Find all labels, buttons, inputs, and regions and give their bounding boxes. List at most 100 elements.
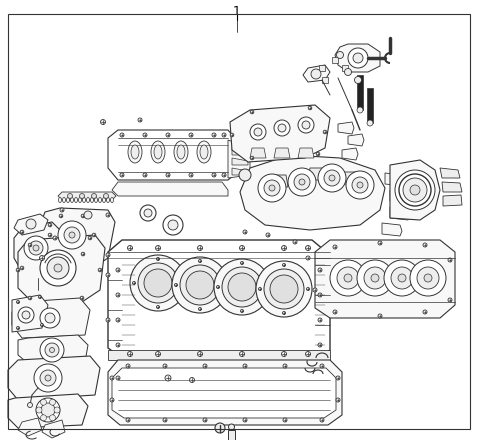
Circle shape xyxy=(264,269,304,309)
Circle shape xyxy=(324,170,340,186)
Circle shape xyxy=(333,245,337,249)
Circle shape xyxy=(49,348,55,352)
Ellipse shape xyxy=(91,198,94,202)
Circle shape xyxy=(54,407,60,413)
Circle shape xyxy=(346,171,374,199)
Circle shape xyxy=(27,403,33,407)
Circle shape xyxy=(250,110,254,114)
Circle shape xyxy=(49,399,56,405)
Circle shape xyxy=(116,343,120,347)
Polygon shape xyxy=(385,173,405,186)
Circle shape xyxy=(116,318,120,322)
Circle shape xyxy=(156,305,159,308)
Polygon shape xyxy=(308,168,328,180)
Circle shape xyxy=(144,269,172,297)
Polygon shape xyxy=(298,148,314,158)
Circle shape xyxy=(143,133,147,137)
Polygon shape xyxy=(108,360,342,425)
Polygon shape xyxy=(112,182,228,196)
Circle shape xyxy=(348,48,368,68)
Circle shape xyxy=(264,180,280,196)
Polygon shape xyxy=(357,75,363,110)
Polygon shape xyxy=(342,148,358,160)
Circle shape xyxy=(371,274,379,282)
Circle shape xyxy=(357,182,363,188)
Polygon shape xyxy=(240,155,385,230)
Circle shape xyxy=(175,283,178,286)
Circle shape xyxy=(100,120,106,125)
Ellipse shape xyxy=(59,198,61,202)
Circle shape xyxy=(166,173,170,177)
Circle shape xyxy=(307,287,310,290)
Circle shape xyxy=(288,168,316,196)
Circle shape xyxy=(54,264,62,272)
Polygon shape xyxy=(322,77,328,83)
Ellipse shape xyxy=(103,198,106,202)
Circle shape xyxy=(333,310,337,314)
Polygon shape xyxy=(274,148,290,158)
Polygon shape xyxy=(108,350,330,360)
Circle shape xyxy=(156,352,160,356)
Polygon shape xyxy=(390,160,440,220)
Polygon shape xyxy=(348,134,364,146)
Circle shape xyxy=(395,170,435,210)
Circle shape xyxy=(165,375,171,381)
Circle shape xyxy=(357,107,363,113)
Circle shape xyxy=(302,121,310,129)
Circle shape xyxy=(306,256,310,260)
Circle shape xyxy=(18,307,34,323)
Circle shape xyxy=(197,246,203,250)
Circle shape xyxy=(323,130,327,134)
Circle shape xyxy=(266,233,270,237)
Circle shape xyxy=(403,178,427,202)
Circle shape xyxy=(384,260,420,296)
Circle shape xyxy=(45,375,51,381)
Polygon shape xyxy=(342,65,348,71)
Polygon shape xyxy=(443,195,462,206)
Circle shape xyxy=(106,253,110,257)
Circle shape xyxy=(39,256,45,260)
Circle shape xyxy=(243,364,247,368)
Circle shape xyxy=(216,286,219,289)
Circle shape xyxy=(69,232,75,238)
Circle shape xyxy=(448,258,452,262)
Polygon shape xyxy=(108,130,238,180)
Circle shape xyxy=(47,255,53,261)
Circle shape xyxy=(138,118,142,122)
Circle shape xyxy=(222,133,226,137)
Circle shape xyxy=(269,185,275,191)
Ellipse shape xyxy=(151,141,165,163)
Circle shape xyxy=(120,133,124,137)
Polygon shape xyxy=(440,168,460,178)
Circle shape xyxy=(126,418,130,422)
Circle shape xyxy=(138,263,178,303)
Circle shape xyxy=(305,352,311,356)
Circle shape xyxy=(240,261,243,264)
Polygon shape xyxy=(232,148,248,155)
Circle shape xyxy=(203,364,207,368)
Circle shape xyxy=(143,173,147,177)
Polygon shape xyxy=(112,368,336,418)
Circle shape xyxy=(53,236,57,240)
Circle shape xyxy=(259,287,262,290)
Polygon shape xyxy=(228,430,235,440)
Circle shape xyxy=(320,418,324,422)
Circle shape xyxy=(240,352,244,356)
Polygon shape xyxy=(390,190,410,203)
Circle shape xyxy=(81,252,85,256)
Ellipse shape xyxy=(197,141,211,163)
Circle shape xyxy=(336,376,340,380)
Circle shape xyxy=(132,282,135,285)
Polygon shape xyxy=(8,394,88,428)
Circle shape xyxy=(423,310,427,314)
Circle shape xyxy=(222,267,262,307)
Circle shape xyxy=(318,293,322,297)
Circle shape xyxy=(80,194,84,198)
Polygon shape xyxy=(319,65,325,71)
Circle shape xyxy=(305,246,311,250)
Circle shape xyxy=(81,214,85,218)
Ellipse shape xyxy=(74,198,77,202)
Circle shape xyxy=(41,403,55,417)
Circle shape xyxy=(45,313,55,323)
Circle shape xyxy=(417,267,439,289)
